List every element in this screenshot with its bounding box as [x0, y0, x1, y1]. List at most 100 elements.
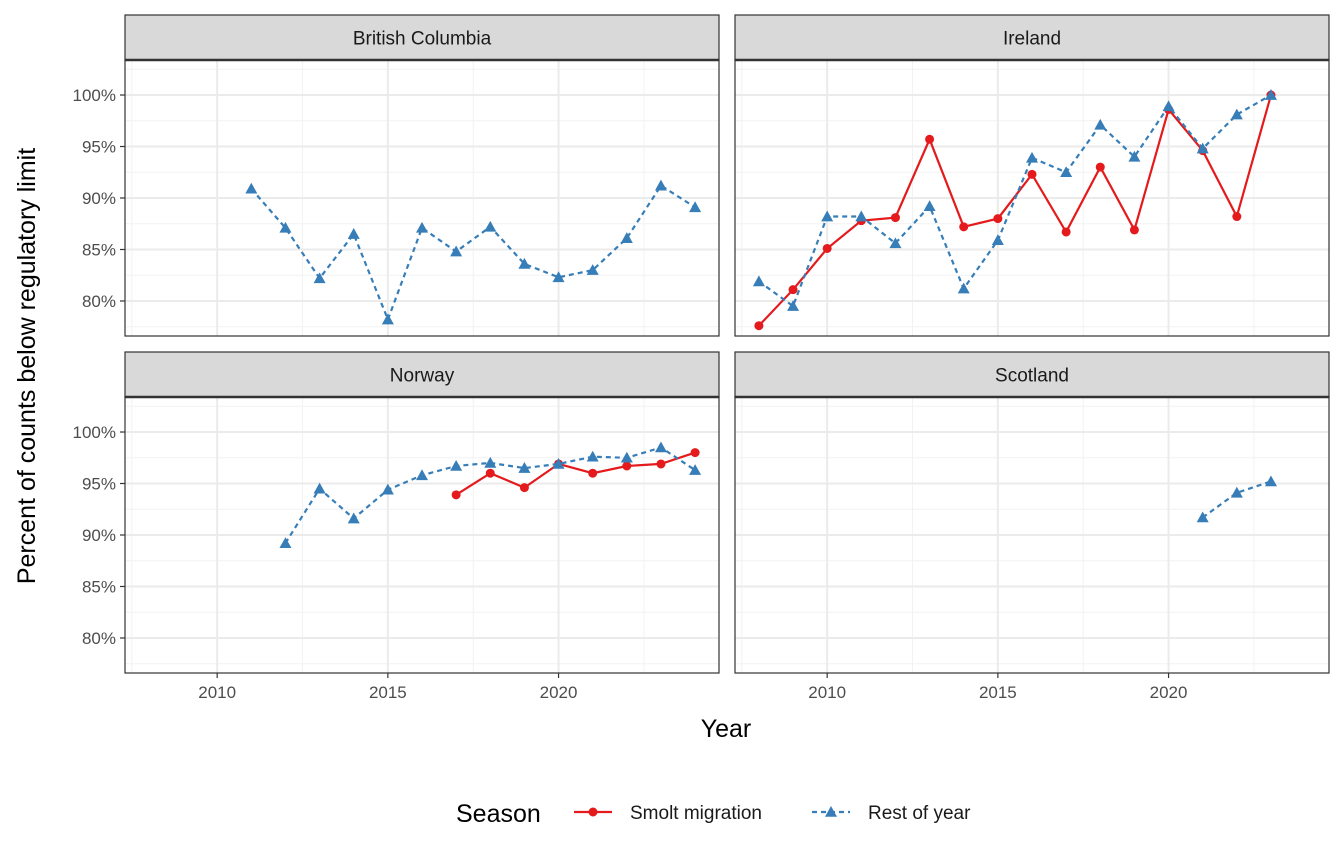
y-tick-label: 85% [82, 577, 116, 596]
series-rest-of-year [752, 89, 1277, 311]
data-point [381, 313, 394, 325]
legend-key-marker [588, 807, 598, 817]
legend-label: Smolt migration [630, 803, 762, 824]
legend-item-rest-of-year: Rest of year [812, 803, 971, 824]
data-point [1094, 118, 1107, 130]
series-rest-of-year [1196, 475, 1277, 523]
data-point [313, 272, 326, 284]
series-line [455, 451, 696, 496]
data-point [656, 459, 666, 469]
panel-british-columbia: British Columbia [124, 14, 720, 337]
panels: British Columbia Ireland Norway Scotland [124, 14, 1330, 674]
facet-label: British Columbia [353, 29, 492, 50]
legend-label: Rest of year [868, 803, 971, 824]
panel-scotland: Scotland [734, 351, 1330, 674]
x-tick-label: 2010 [808, 683, 846, 702]
data-point [279, 221, 292, 233]
legend-item-smolt-migration: Smolt migration [574, 803, 762, 824]
data-point [1026, 151, 1038, 163]
data-point [485, 468, 495, 478]
data-point [484, 220, 497, 232]
y-tick-label: 90% [82, 189, 116, 208]
data-point [1129, 225, 1139, 235]
legend: Season Smolt migration Rest of year [456, 800, 971, 828]
y-tick-label: 95% [82, 138, 116, 157]
data-point [279, 537, 292, 549]
x-tick-label: 2015 [369, 683, 407, 702]
data-point [959, 222, 969, 232]
facet-label: Norway [390, 366, 455, 387]
data-point [552, 457, 565, 469]
data-point [347, 512, 360, 524]
data-point [890, 213, 900, 223]
data-point [1196, 142, 1209, 154]
data-point [484, 456, 497, 468]
data-point [451, 490, 461, 500]
y-tick-label: 85% [82, 240, 116, 259]
data-point [552, 271, 565, 283]
data-point [1230, 108, 1243, 120]
data-point [416, 469, 428, 481]
data-point [620, 232, 633, 243]
legend-key-marker [825, 806, 837, 817]
data-point [689, 464, 702, 475]
panel-ireland: Ireland [734, 14, 1330, 337]
data-point [889, 237, 902, 249]
data-point [1061, 227, 1071, 237]
data-point [822, 243, 832, 253]
data-point [245, 182, 258, 194]
legend-title: Season [456, 800, 541, 828]
data-point [1162, 100, 1175, 112]
data-point [1095, 162, 1105, 172]
series-line [1202, 480, 1272, 519]
facet-strip [734, 14, 1330, 61]
data-point [381, 483, 394, 495]
data-point [586, 264, 599, 275]
data-point [821, 210, 834, 222]
data-point [588, 468, 598, 478]
x-axis-title: Year [701, 715, 752, 743]
data-point [586, 450, 599, 462]
data-point [923, 200, 936, 212]
data-point [519, 483, 529, 493]
data-point [1128, 150, 1141, 162]
series-rest-of-year [245, 179, 702, 325]
data-point [788, 285, 798, 295]
data-point [855, 210, 868, 222]
legend-entries: Smolt migration Rest of year [574, 803, 971, 824]
data-point [754, 321, 764, 331]
y-tick-label: 100% [73, 423, 116, 442]
data-point [518, 462, 531, 473]
data-point [957, 282, 970, 294]
data-point [313, 482, 326, 494]
data-point [1027, 169, 1037, 179]
data-point [518, 257, 531, 269]
facet-strip [734, 351, 1330, 398]
data-point [690, 448, 700, 458]
y-tick-label: 90% [82, 526, 116, 545]
data-point [622, 461, 632, 471]
data-point [787, 300, 800, 311]
series-line [758, 94, 1272, 308]
data-point [1230, 486, 1243, 498]
data-point [1264, 475, 1277, 487]
data-point [347, 228, 360, 239]
x-tick-label: 2010 [198, 683, 236, 702]
series-line [250, 184, 696, 323]
data-point [416, 221, 428, 233]
series-rest-of-year [279, 441, 702, 549]
data-point [620, 451, 633, 463]
data-point [1232, 212, 1242, 222]
data-point [450, 460, 463, 471]
y-axis: 80% 85% 90% 95% 100% 80% 85% 90% 95% 100% [73, 86, 125, 648]
data-point [991, 234, 1004, 246]
facet-label: Ireland [1003, 29, 1061, 50]
y-tick-label: 80% [82, 629, 116, 648]
x-axis: 2010 2015 2020 2010 2015 2020 [198, 673, 1187, 702]
data-point [1060, 166, 1073, 178]
y-tick-label: 100% [73, 86, 116, 105]
data-point [654, 441, 667, 453]
facet-label: Scotland [995, 366, 1069, 387]
data-point [450, 245, 463, 257]
data-point [925, 134, 935, 144]
